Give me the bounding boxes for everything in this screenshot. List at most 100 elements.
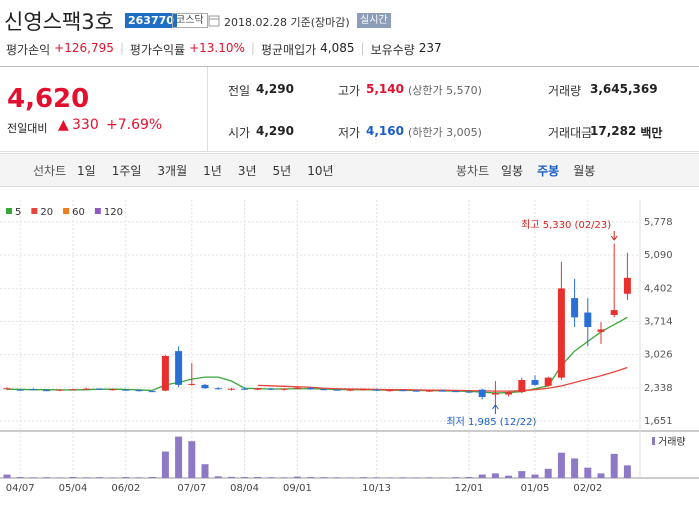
summary-value: +126,795 (54, 41, 114, 55)
volume-bar (188, 441, 196, 478)
volume-bar (280, 477, 288, 478)
volume-bar (505, 475, 513, 478)
candle-body (241, 388, 249, 390)
tab[interactable]: 3개월 (157, 164, 188, 178)
summary-value: 4,085 (320, 41, 355, 55)
candle-body (425, 390, 433, 392)
candle-body (161, 355, 169, 391)
volume-bar (82, 477, 90, 478)
volume-bar (491, 473, 499, 478)
x-tick-label: 12/01 (455, 483, 484, 494)
candle-body (148, 391, 156, 393)
x-tick-label: 10/13 (362, 483, 391, 494)
candle-body (386, 390, 394, 392)
candle-body (518, 380, 526, 393)
tab[interactable]: 3년 (237, 164, 257, 178)
summary-row: 평가손익 +126,795 | 평가수익률 +13.10% | 평균매입가 4,085 | 보유수… (6, 41, 442, 58)
legend-label: 120 (104, 207, 123, 218)
volume-bar (3, 474, 11, 478)
cell-value: 4,290 (256, 82, 294, 96)
volume-bar (56, 477, 64, 478)
cell-label: 전일 (228, 84, 251, 98)
y-tick-label: 3,714 (644, 317, 673, 328)
candle-body (557, 288, 565, 378)
high-arrow (610, 231, 618, 241)
candle-body (188, 383, 196, 385)
tab[interactable]: 일봉 (501, 164, 524, 178)
volume-bar (161, 451, 169, 478)
volume-bar (148, 476, 156, 478)
x-tick-label: 06/02 (111, 483, 140, 494)
tab[interactable]: 5년 (272, 164, 292, 178)
cell-note: (상한가 5,570) (407, 84, 482, 97)
candle-body (82, 388, 90, 390)
cell-note: (하한가 3,005) (407, 126, 482, 139)
volume-bar (346, 477, 354, 478)
summary-label: 평균매입가 (260, 43, 317, 57)
x-tick-label: 05/04 (59, 483, 88, 494)
volume-label: 거래량 (658, 436, 686, 448)
cell-label: 저가 (338, 126, 361, 140)
candle-body (623, 277, 631, 294)
volume-bar (373, 477, 381, 478)
volume-bar (29, 477, 37, 478)
tab[interactable]: 10년 (307, 164, 334, 178)
change-pct: +7.69% (106, 117, 163, 133)
candle-body (69, 389, 77, 391)
volume-bar (267, 477, 275, 478)
legend-swatch (6, 208, 12, 214)
tab[interactable]: 1년 (203, 164, 222, 178)
change-arrow: ▲ (58, 117, 69, 133)
realtime-badge[interactable]: 실시간 (357, 13, 391, 28)
tab[interactable]: 주봉 (537, 164, 560, 178)
volume-bar (386, 477, 394, 478)
cell-unit: 백만 (640, 126, 663, 140)
volume-bar (293, 476, 301, 478)
volume-bar (544, 468, 552, 478)
cell-label: 거래량 (548, 84, 582, 98)
candle-body (135, 390, 143, 392)
y-tick-label: 5,778 (644, 217, 673, 228)
separator: | (360, 41, 365, 55)
cell-label: 시가 (228, 126, 251, 140)
volume-bar (201, 464, 209, 478)
volume-swatch (652, 437, 655, 445)
candle-body (293, 387, 301, 389)
volume-bar (241, 477, 249, 478)
volume-bar (571, 458, 579, 478)
cell-label: 거래대금 (548, 126, 593, 140)
cell-value: 3,645,369 (590, 82, 658, 96)
legend-swatch (31, 208, 38, 214)
tab[interactable]: 월봉 (573, 164, 596, 178)
volume-bar (478, 474, 486, 478)
volume-bar (425, 477, 433, 478)
candle-body (359, 389, 367, 391)
summary-value: +13.10% (189, 41, 245, 55)
x-tick-label: 08/04 (230, 483, 259, 494)
summary-label: 평가손익 (6, 43, 51, 57)
separator: | (119, 41, 124, 55)
volume-bar (452, 477, 460, 478)
y-tick-label: 1,651 (644, 416, 673, 427)
candle-body (95, 388, 103, 390)
stock-title: 신영스팩3호 (4, 10, 114, 34)
volume-bar (254, 476, 262, 478)
quote-box (0, 66, 699, 152)
tab[interactable]: 1일 (77, 164, 96, 178)
volume-bar (531, 474, 539, 478)
summary-value: 237 (418, 41, 442, 55)
date: 2018.02.28 기준(장마감) (224, 16, 350, 29)
candle-body (597, 329, 605, 332)
candle-body (16, 389, 24, 391)
volume-bar (399, 477, 407, 478)
candle-body (109, 389, 117, 391)
volume-bar (175, 436, 183, 478)
volume-bar (465, 476, 473, 478)
legend-swatch (63, 208, 70, 214)
legend-label: 60 (72, 207, 85, 218)
x-tick-label: 02/02 (573, 483, 602, 494)
volume-bar (439, 477, 447, 478)
tab[interactable]: 1주일 (111, 164, 142, 178)
cell-value: 4,290 (256, 124, 294, 138)
